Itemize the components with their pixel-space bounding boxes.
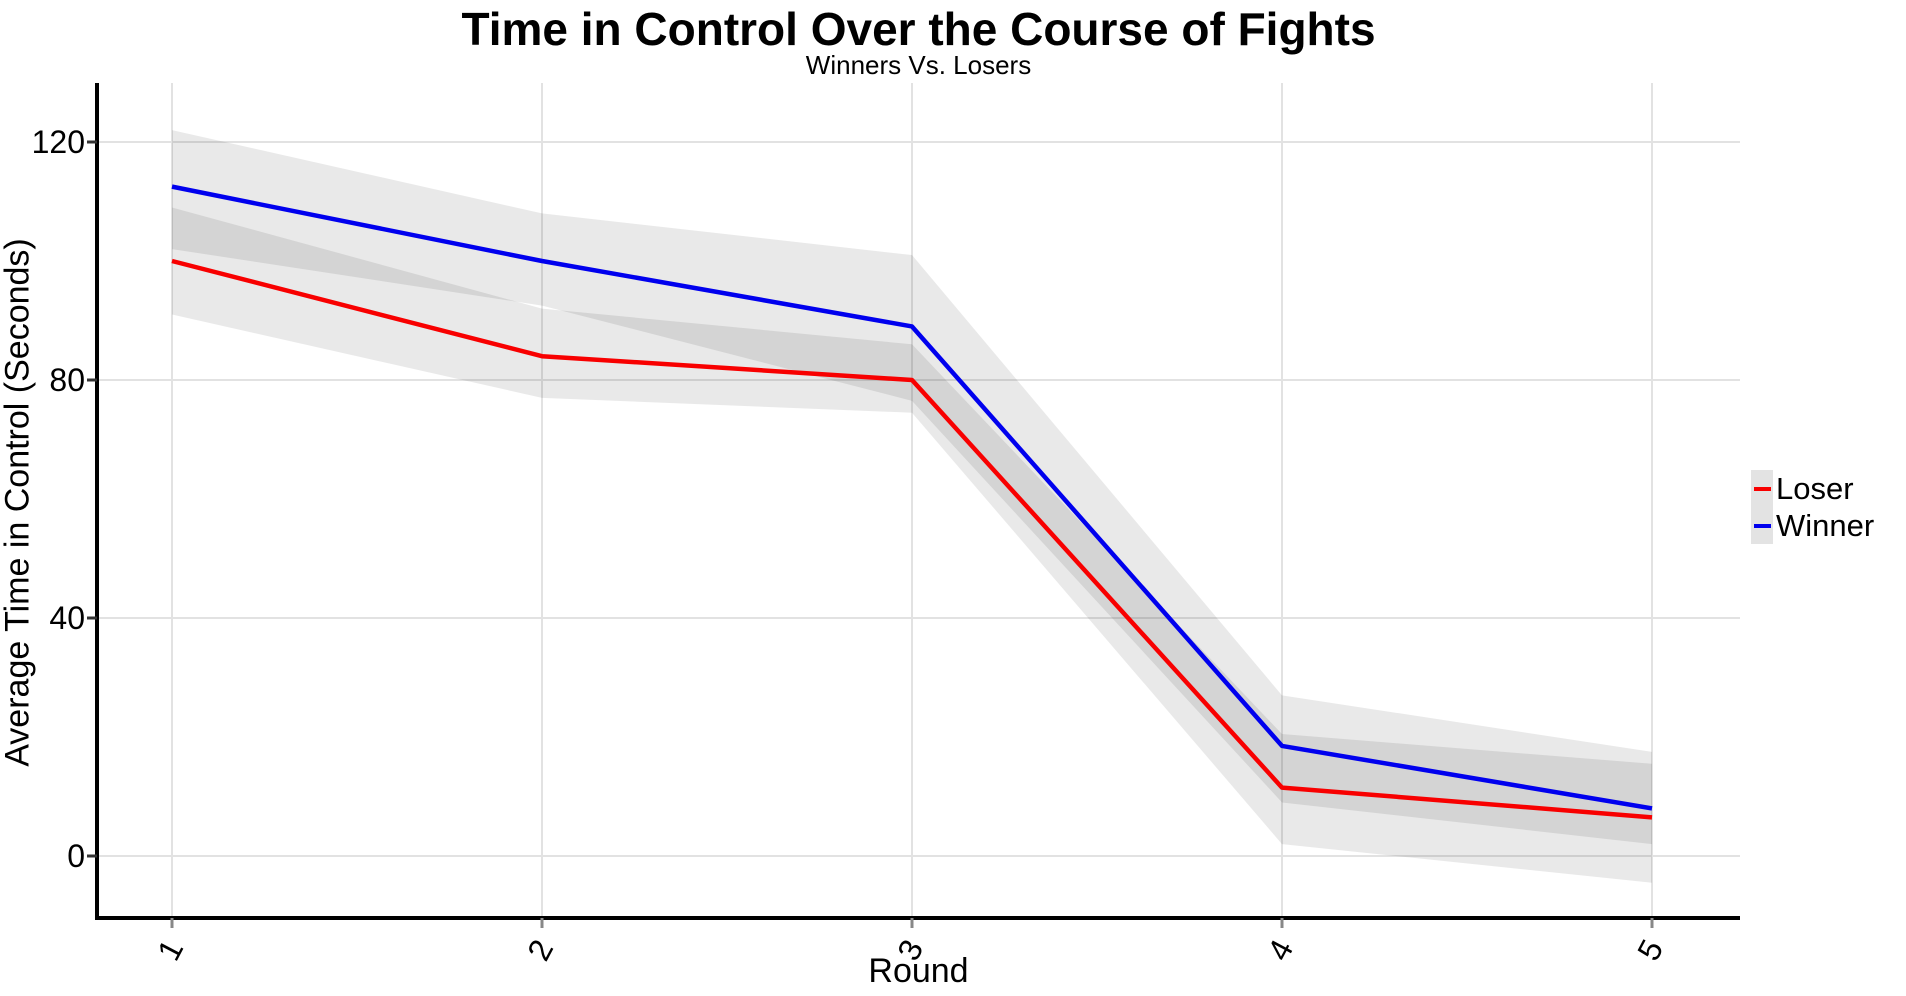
confidence-band-loser bbox=[172, 207, 1652, 883]
chart-title: Time in Control Over the Course of Fight… bbox=[461, 3, 1376, 55]
legend-item-loser: Loser bbox=[1751, 470, 1874, 507]
confidence-band-winner bbox=[172, 130, 1652, 845]
legend-key-winner bbox=[1751, 507, 1773, 544]
series-line-loser bbox=[171, 258, 1653, 820]
legend-label-winner: Winner bbox=[1776, 508, 1875, 543]
legend-label-loser: Loser bbox=[1776, 471, 1854, 506]
chart-subtitle: Winners Vs. Losers bbox=[805, 50, 1032, 80]
x-axis-label: Round bbox=[868, 952, 969, 990]
y-tick-label: 40 bbox=[49, 600, 85, 636]
y-tick-label: 0 bbox=[67, 838, 85, 874]
legend: Loser Winner bbox=[1751, 470, 1874, 544]
legend-keyline-icon bbox=[1753, 523, 1771, 528]
series-line-winner bbox=[171, 184, 1653, 811]
y-tick-label: 120 bbox=[31, 124, 85, 160]
legend-item-winner: Winner bbox=[1751, 507, 1874, 544]
legend-keyline-icon bbox=[1753, 486, 1771, 491]
legend-key-loser bbox=[1751, 470, 1773, 507]
y-tick-label: 80 bbox=[49, 362, 85, 398]
